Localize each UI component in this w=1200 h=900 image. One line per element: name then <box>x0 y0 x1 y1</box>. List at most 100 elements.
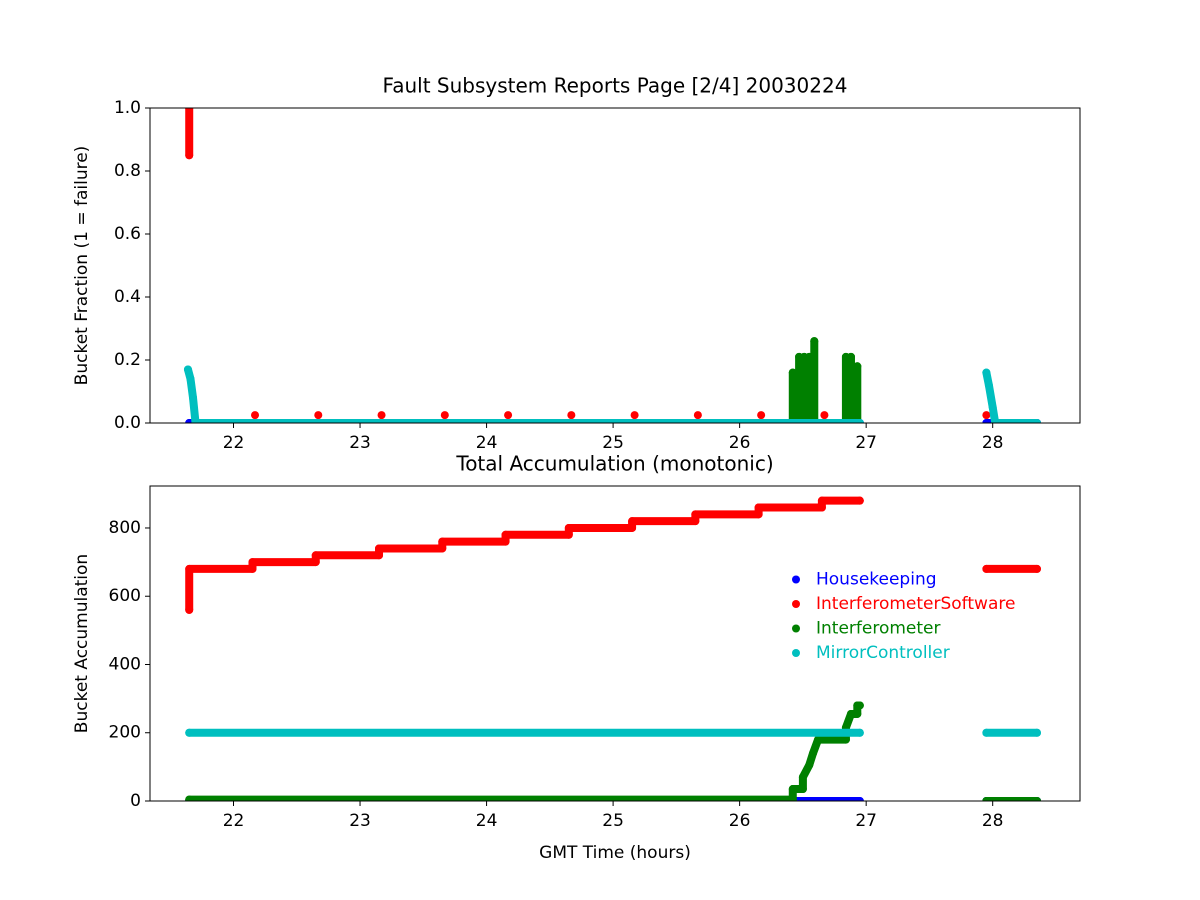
point <box>982 419 991 423</box>
point <box>982 411 991 420</box>
point <box>1032 728 1041 737</box>
point <box>185 108 194 112</box>
point <box>991 419 1000 423</box>
point <box>375 544 384 553</box>
point <box>185 728 194 737</box>
point <box>798 773 807 782</box>
point <box>630 411 639 420</box>
point <box>982 368 991 377</box>
y-tick-label: 0.0 <box>114 413 141 433</box>
x-tick-label: 28 <box>982 433 1004 453</box>
point <box>185 419 194 423</box>
plot-area <box>150 108 1080 423</box>
axes-frame <box>149 485 1081 802</box>
point <box>501 530 510 539</box>
x-tick-label: 27 <box>855 811 877 831</box>
y-axis-label: Bucket Accumulation <box>72 554 92 733</box>
point <box>841 735 850 744</box>
point <box>788 785 797 794</box>
x-tick-label: 22 <box>223 811 245 831</box>
legend-label: Housekeeping <box>816 570 937 590</box>
point <box>564 530 573 539</box>
point <box>855 496 864 505</box>
y-tick-label: 0.6 <box>114 224 141 244</box>
point <box>798 785 807 794</box>
point <box>438 537 447 546</box>
point <box>757 411 766 420</box>
point <box>693 411 702 420</box>
point <box>440 411 449 420</box>
point <box>185 564 194 573</box>
y-tick-label: 800 <box>109 518 141 538</box>
point <box>1032 419 1041 423</box>
plot-marks <box>185 496 1041 801</box>
legend-marker <box>792 649 800 657</box>
point <box>567 411 576 420</box>
y-tick-label: 0.4 <box>114 287 141 307</box>
legend-marker <box>792 575 800 584</box>
legend-label: Interferometer <box>816 619 941 639</box>
x-tick-label: 23 <box>349 433 371 453</box>
legend-label: InterferometerSoftware <box>816 594 1015 614</box>
x-tick-label: 24 <box>476 811 498 831</box>
legend-marker <box>792 624 800 633</box>
point <box>809 749 818 758</box>
point <box>504 411 513 420</box>
x-tick-label: 28 <box>982 811 1004 831</box>
x-tick-label: 26 <box>729 811 751 831</box>
point <box>1032 797 1041 801</box>
point <box>988 403 997 412</box>
y-tick-label: 600 <box>109 586 141 606</box>
point <box>628 517 637 526</box>
point <box>817 496 826 505</box>
point <box>846 352 855 361</box>
point <box>311 551 320 560</box>
point <box>817 503 826 512</box>
point <box>855 701 864 710</box>
point <box>248 564 257 573</box>
point <box>820 411 829 420</box>
x-tick-label: 23 <box>349 811 371 831</box>
x-tick-label: 22 <box>223 433 245 453</box>
point <box>438 544 447 553</box>
x-tick-label: 25 <box>602 433 624 453</box>
point <box>189 393 198 402</box>
y-tick-label: 0.2 <box>114 350 141 370</box>
point <box>982 728 991 737</box>
point <box>855 728 864 737</box>
point <box>564 523 573 532</box>
point <box>1032 564 1041 573</box>
y-tick-label: 0 <box>130 791 141 811</box>
point <box>982 564 991 573</box>
y-axis-label: Bucket Fraction (1 = failure) <box>72 146 92 386</box>
point <box>311 558 320 567</box>
y-tick-label: 0.8 <box>114 161 141 181</box>
point <box>754 503 763 512</box>
y-tick-label: 400 <box>109 654 141 674</box>
point <box>251 411 260 420</box>
point <box>855 419 864 423</box>
point <box>805 761 814 770</box>
point <box>814 735 823 744</box>
series-trace <box>788 337 862 423</box>
x-tick-label: 25 <box>602 811 624 831</box>
legend-marker <box>792 600 800 608</box>
point <box>185 605 194 614</box>
axes-frame <box>149 107 1081 424</box>
point <box>185 151 194 160</box>
point <box>788 795 797 801</box>
point <box>183 365 192 374</box>
legend-label: MirrorController <box>816 643 950 663</box>
point <box>375 551 384 560</box>
point <box>314 411 323 420</box>
x-tick-label: 24 <box>476 433 498 453</box>
point <box>982 797 991 801</box>
point <box>501 537 510 546</box>
plot-marks <box>183 108 1041 423</box>
point <box>810 337 819 346</box>
point <box>186 374 195 383</box>
point <box>185 795 194 801</box>
point <box>191 419 200 423</box>
point <box>853 362 862 371</box>
